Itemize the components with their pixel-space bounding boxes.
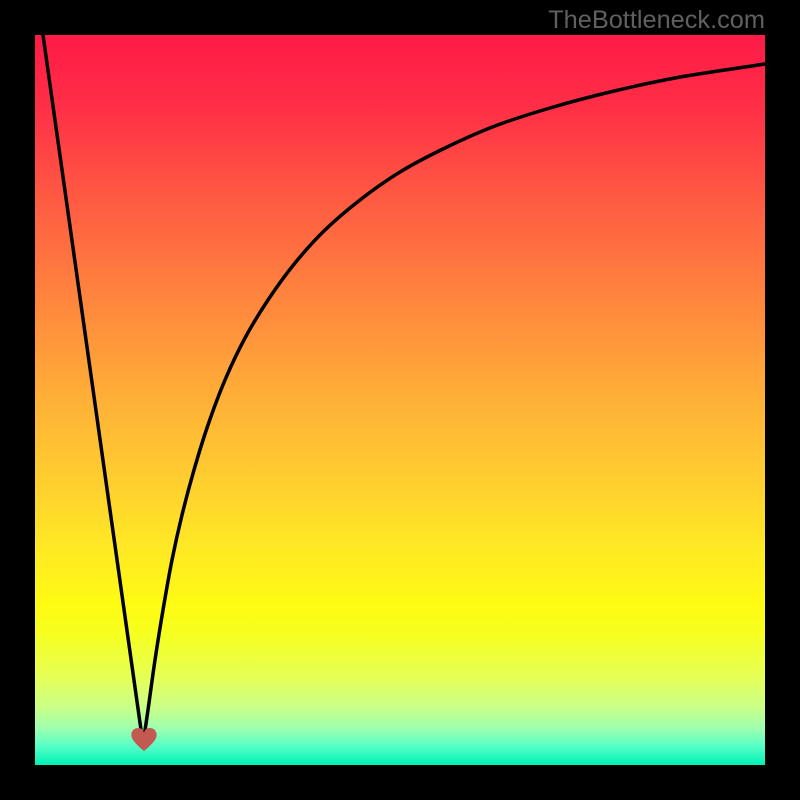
gradient-background: [35, 35, 765, 765]
chart-container: TheBottleneck.com: [0, 0, 800, 800]
attribution-label: TheBottleneck.com: [548, 6, 765, 35]
plot-area: [35, 35, 765, 765]
